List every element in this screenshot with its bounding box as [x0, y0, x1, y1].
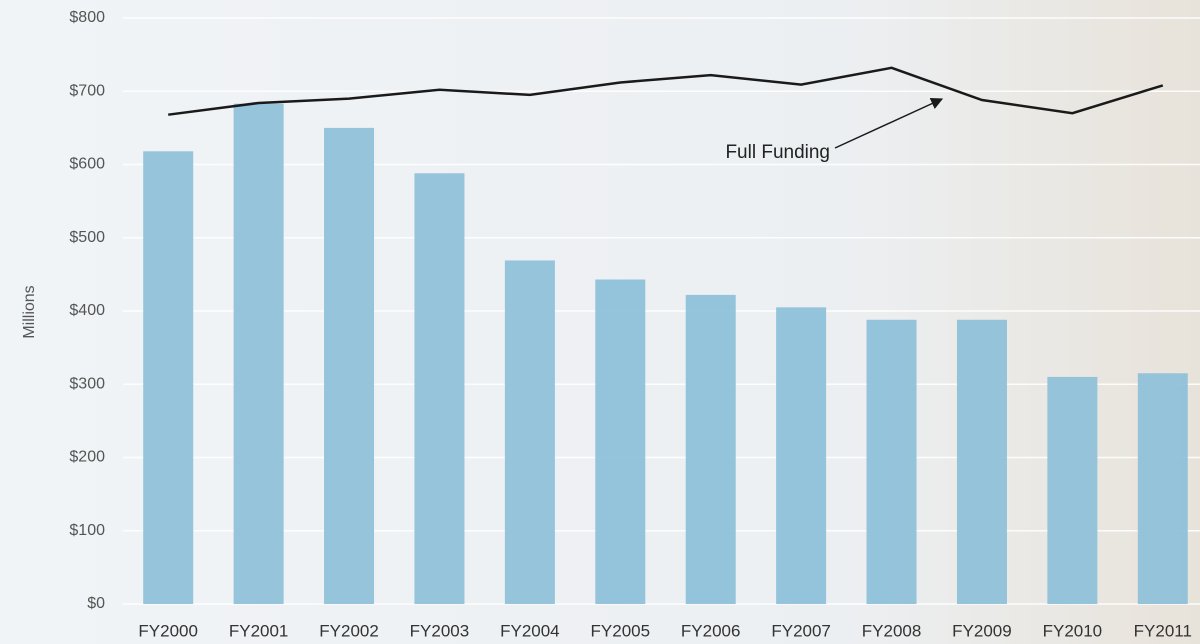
y-tick-label: $200	[69, 449, 105, 466]
x-tick-label: FY2010	[1043, 621, 1103, 640]
x-tick-label: FY2002	[319, 621, 379, 640]
y-tick-label: $300	[69, 375, 105, 392]
bar	[776, 307, 826, 604]
bar	[324, 128, 374, 604]
y-tick-label: $600	[69, 156, 105, 173]
x-tick-label: FY2000	[138, 621, 198, 640]
x-tick-label: FY2011	[1134, 621, 1192, 640]
x-tick-label: FY2001	[229, 621, 289, 640]
x-tick-label: FY2004	[500, 621, 560, 640]
bar	[143, 151, 193, 604]
y-tick-label: $100	[69, 522, 105, 539]
x-tick-label: FY2007	[771, 621, 831, 640]
bar	[234, 104, 284, 604]
bar	[1138, 373, 1188, 604]
bar	[505, 260, 555, 604]
y-tick-label: $700	[69, 82, 105, 99]
bar	[1047, 377, 1097, 604]
y-axis-label: Millions	[21, 285, 38, 338]
bar	[595, 280, 645, 604]
y-tick-label: $500	[69, 229, 105, 246]
bar	[686, 295, 736, 604]
x-tick-label: FY2003	[410, 621, 470, 640]
x-tick-label: FY2005	[591, 621, 651, 640]
y-tick-label: $0	[87, 595, 105, 612]
bar	[957, 320, 1007, 604]
bar	[867, 320, 917, 604]
y-tick-label: $400	[69, 302, 105, 319]
y-tick-label: $800	[69, 9, 105, 26]
x-tick-label: FY2009	[952, 621, 1012, 640]
chart: Millions $0 $100 $200 $300 $400 $500 $600 $700 $…	[0, 0, 1200, 644]
x-tick-label: FY2006	[681, 621, 741, 640]
x-tick-label: FY2008	[862, 621, 922, 640]
bar	[414, 173, 464, 604]
annotation: Full Funding	[725, 142, 830, 163]
